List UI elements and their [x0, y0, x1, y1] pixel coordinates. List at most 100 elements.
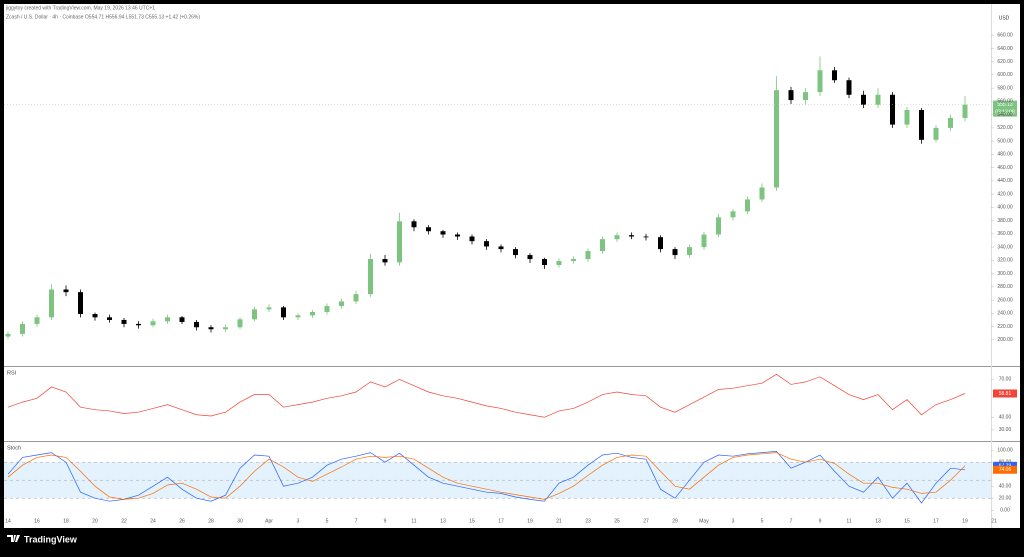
candle-body: [150, 321, 156, 326]
y-tick-label: 360.00: [997, 231, 1013, 237]
candle-body: [208, 327, 214, 330]
value-label: 58.81: [999, 391, 1012, 397]
y-tick-label: 20.00: [999, 496, 1012, 502]
candle-body: [962, 104, 968, 118]
y-tick-label: 300.00: [997, 271, 1013, 277]
y-tick-label: 600.00: [997, 72, 1013, 78]
candle-body: [919, 110, 924, 140]
x-tick-label: 11: [846, 518, 851, 524]
y-tick-label: 0.00: [1000, 508, 1010, 514]
candle-body: [817, 70, 823, 93]
candle-body: [585, 251, 591, 260]
y-tick-label: 560.00: [997, 99, 1013, 105]
candle-body: [774, 90, 779, 188]
candle-body: [832, 70, 837, 81]
candle-body: [672, 249, 678, 256]
y-tick-label: 340.00: [997, 244, 1013, 250]
candle-body: [281, 307, 286, 318]
y-tick-label: 70.00: [999, 377, 1012, 383]
value-label-bg: [993, 389, 1017, 398]
x-tick-label: 9: [819, 518, 822, 524]
y-tick-label: 40.00: [999, 415, 1012, 421]
candle-body: [730, 211, 736, 218]
x-tick-label: 25: [614, 518, 620, 524]
x-tick-label: 15: [904, 518, 910, 524]
candle-body: [353, 294, 359, 302]
x-tick-label: 7: [790, 518, 793, 524]
candle-body: [904, 110, 910, 125]
x-tick-label: 9: [384, 518, 387, 524]
x-tick-label: 29: [672, 518, 678, 524]
candle-body: [411, 221, 417, 228]
candle-body: [846, 80, 852, 95]
x-tick-label: 7: [355, 518, 358, 524]
legend: Zcash / U.S. Dollar · 4h · Coinbase O554…: [6, 14, 200, 20]
currency: USD: [999, 15, 1010, 21]
candle-body: [440, 231, 446, 235]
y-tick-label: 320.00: [997, 258, 1013, 264]
candle-body: [252, 309, 257, 320]
x-tick-label: 21: [556, 518, 562, 524]
x-tick-label: 16: [34, 518, 40, 524]
x-tick-label: 15: [469, 518, 475, 524]
y-tick-label: 460.00: [997, 165, 1013, 171]
x-tick-label: 5: [326, 518, 329, 524]
y-tick-label: 240.00: [997, 311, 1013, 317]
candle-body: [614, 235, 620, 240]
candle-body: [861, 94, 866, 105]
y-tick-label: 540.00: [997, 112, 1013, 118]
candle-body: [92, 314, 98, 318]
candle-body: [600, 239, 605, 252]
candle-body: [788, 90, 794, 101]
x-tick-label: 28: [208, 518, 214, 524]
countdown: 03:13:08: [995, 109, 1015, 115]
x-tick-label: 3: [297, 518, 300, 524]
y-tick-label: 420.00: [997, 191, 1013, 197]
x-tick-label: 19: [527, 518, 533, 524]
candle-body: [875, 94, 881, 105]
candle-body: [368, 259, 373, 295]
x-tick-label: 11: [411, 518, 416, 524]
candle-body: [716, 217, 721, 235]
candle-body: [933, 127, 939, 140]
candle-body: [484, 241, 489, 247]
y-tick-label: 520.00: [997, 125, 1013, 131]
candle-body: [890, 94, 895, 125]
price-label-bg: [993, 100, 1017, 117]
brand[interactable]: TradingView: [24, 534, 78, 544]
candle-body: [194, 321, 199, 328]
x-tick-label: May: [699, 518, 709, 524]
pane-title: Stoch: [7, 445, 21, 451]
y-tick-label: 100.00: [997, 448, 1013, 454]
x-tick-label: 5: [761, 518, 764, 524]
y-tick-label: 380.00: [997, 218, 1013, 224]
y-tick-label: 260.00: [997, 297, 1013, 303]
x-tick-label: 20: [92, 518, 98, 524]
x-tick-label: 22: [121, 518, 127, 524]
y-tick-label: 440.00: [997, 178, 1013, 184]
candle-body: [179, 317, 185, 322]
candle-body: [542, 259, 547, 265]
canvas: [4, 4, 1020, 528]
candle-body: [20, 323, 25, 334]
x-tick-label: 23: [585, 518, 591, 524]
x-tick-label: 3: [732, 518, 735, 524]
y-tick-label: 480.00: [997, 152, 1013, 158]
x-tick-label: 27: [643, 518, 649, 524]
value-label: 74.06: [999, 467, 1012, 473]
candle-body: [397, 221, 402, 263]
candle-body: [324, 306, 330, 313]
y-tick-label: 200.00: [997, 337, 1013, 343]
candle-body: [629, 235, 634, 237]
candle-body: [78, 292, 83, 315]
x-tick-label: 24: [150, 518, 156, 524]
candle-body: [658, 237, 663, 250]
candle-body: [136, 323, 141, 326]
candle-body: [382, 259, 388, 263]
y-tick-label: 280.00: [997, 284, 1013, 290]
x-tick-label: 19: [962, 518, 968, 524]
series-line: [7, 452, 966, 500]
pane-title: RSI: [7, 370, 17, 376]
y-tick-label: 80.00: [999, 460, 1012, 466]
